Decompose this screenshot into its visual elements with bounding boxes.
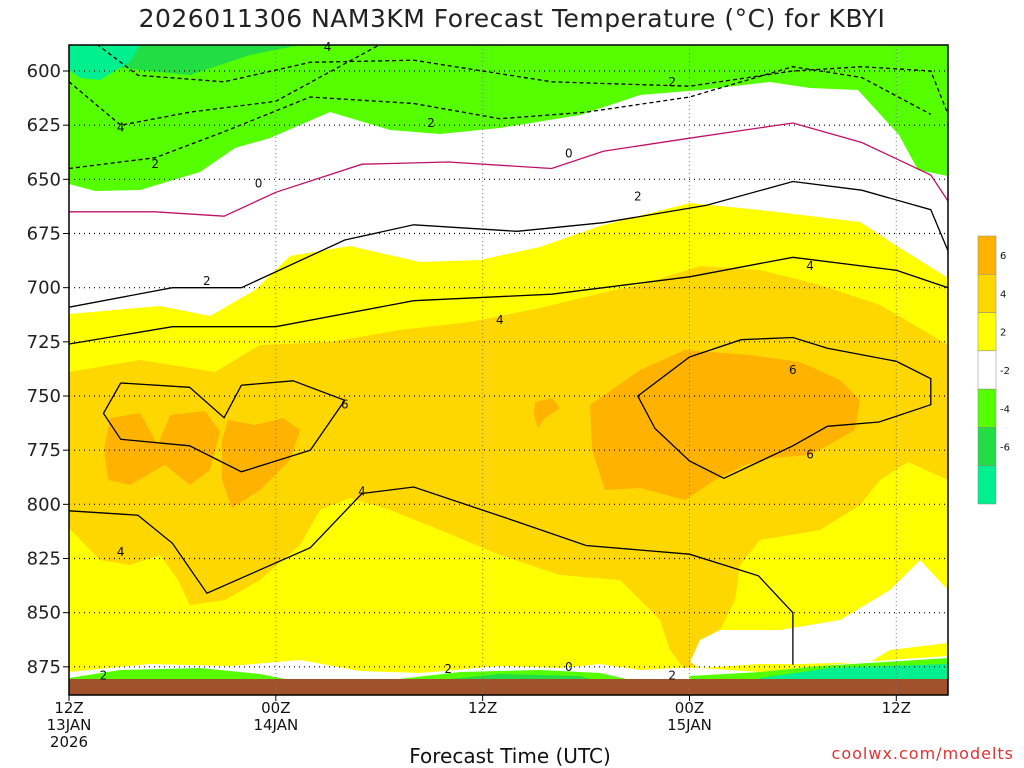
y-tick-label: 825 bbox=[27, 549, 61, 570]
band-upper-cold bbox=[69, 45, 140, 80]
x-tick-label: 00Z bbox=[675, 699, 704, 717]
y-tick-label: 875 bbox=[27, 657, 61, 678]
x-tick-label: 00Z bbox=[261, 699, 290, 717]
contour-label: 4 bbox=[117, 545, 125, 559]
contour-label: 2 bbox=[668, 75, 676, 89]
contour--2-6 bbox=[96, 45, 948, 115]
y-tick-label: 600 bbox=[27, 61, 61, 82]
y-tick-label: 675 bbox=[27, 224, 61, 245]
colorbar-band bbox=[977, 235, 997, 275]
contour-2-4 bbox=[69, 180, 948, 308]
colorbar-label: 2 bbox=[1000, 328, 1006, 339]
contour-label: 6 bbox=[789, 363, 797, 377]
colorbar-band bbox=[977, 350, 997, 390]
colorbar: 6 4 2 -2 -4 -6 bbox=[977, 235, 1010, 505]
x-axis-label: Forecast Time (UTC) bbox=[409, 744, 611, 768]
colorbar-band bbox=[977, 465, 997, 505]
contour-6-1 bbox=[636, 336, 932, 480]
y-tick-label: 775 bbox=[27, 440, 61, 461]
chart-title: 2026011306 NAM3KM Forecast Temperature (… bbox=[138, 4, 886, 33]
contour-label: 2 bbox=[668, 669, 676, 683]
band-near-surface-cold-right bbox=[760, 664, 948, 682]
y-tick-label: 800 bbox=[27, 494, 61, 515]
contour-label: 2 bbox=[100, 669, 108, 683]
x-tick-label: 12Z bbox=[882, 699, 911, 717]
contour--2-7 bbox=[69, 66, 932, 170]
x-tick-label: 2026 bbox=[50, 733, 88, 751]
x-tick-label: 14JAN bbox=[253, 716, 298, 734]
contour-label: 4 bbox=[806, 259, 814, 273]
colorbar-band bbox=[977, 388, 997, 428]
y-axis: 600 625 650 675 700 725 750 775 800 825 850 875 bbox=[27, 61, 69, 678]
band-below-2-lower bbox=[690, 560, 948, 668]
x-tick-label: 13JAN bbox=[47, 716, 92, 734]
band-above-6-left-a bbox=[104, 411, 220, 485]
contour-label: 2 bbox=[151, 157, 159, 171]
contour-label: 0 bbox=[565, 146, 573, 160]
contour-4-3 bbox=[69, 486, 794, 665]
band-above-6-small bbox=[534, 398, 560, 428]
contour-lines bbox=[69, 45, 948, 665]
contour-0-5 bbox=[69, 122, 948, 217]
contour-label: 4 bbox=[324, 40, 332, 54]
colorbar-label: -4 bbox=[1000, 404, 1010, 415]
contour-4-2 bbox=[69, 256, 948, 345]
contour-label: 6 bbox=[806, 448, 814, 462]
contour--4-8 bbox=[69, 45, 380, 126]
colorbar-label: -6 bbox=[1000, 443, 1010, 454]
y-tick-label: 650 bbox=[27, 169, 61, 190]
colorbar-band bbox=[977, 427, 997, 466]
band-above-6-left-b bbox=[222, 418, 300, 508]
contour-label: 2 bbox=[634, 190, 642, 204]
x-tick-label: 12Z bbox=[468, 699, 497, 717]
ground-terrain bbox=[69, 679, 948, 695]
credit-link[interactable]: coolwx.com/modelts bbox=[831, 744, 1014, 763]
y-tick-label: 725 bbox=[27, 332, 61, 353]
contour-label: 4 bbox=[117, 120, 125, 134]
y-tick-label: 625 bbox=[27, 115, 61, 136]
colorbar-label: 6 bbox=[1000, 251, 1006, 262]
contour-6-0 bbox=[102, 380, 346, 473]
contour-label: 0 bbox=[255, 177, 263, 191]
contour-label: 4 bbox=[496, 313, 504, 327]
contour-labels: 6 6 6 4 4 4 4 2 2 0 0 0 2 2 2 2 2 2 4 4 bbox=[100, 40, 814, 683]
band-upper-warm-green bbox=[69, 45, 948, 191]
y-tick-label: 700 bbox=[27, 278, 61, 299]
colorbar-band bbox=[977, 312, 997, 352]
contour-label: 4 bbox=[358, 484, 366, 498]
band-above-6-right bbox=[590, 350, 860, 500]
colorbar-band bbox=[977, 274, 997, 313]
contour-label: 0 bbox=[565, 660, 573, 674]
x-tick-label: 15JAN bbox=[667, 716, 712, 734]
y-tick-label: 750 bbox=[27, 386, 61, 407]
y-tick-label: 850 bbox=[27, 603, 61, 624]
contour-label: 2 bbox=[427, 116, 435, 130]
colorbar-label: 4 bbox=[1000, 289, 1006, 300]
x-tick-label: 12Z bbox=[54, 699, 83, 717]
contour-label: 2 bbox=[444, 662, 452, 676]
colorbar-label: -2 bbox=[1000, 366, 1010, 377]
contour-label: 2 bbox=[203, 274, 211, 288]
plot-frame bbox=[68, 44, 949, 696]
contour-label: 6 bbox=[341, 398, 349, 412]
